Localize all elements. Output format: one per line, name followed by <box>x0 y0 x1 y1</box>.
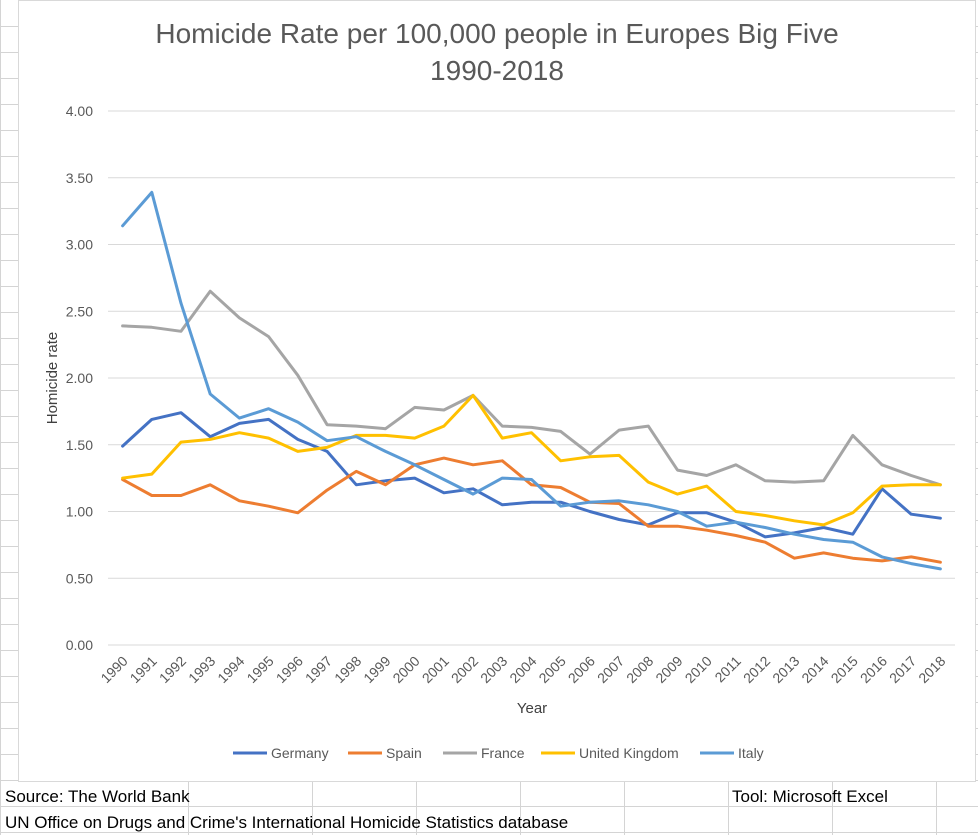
y-tick-label: 4.00 <box>66 103 93 119</box>
x-tick-label: 2002 <box>448 653 481 686</box>
x-tick-label: 2012 <box>740 653 773 686</box>
x-tick-label: 2010 <box>682 653 715 686</box>
legend-item[interactable]: Germany <box>233 745 329 761</box>
x-tick-label: 1998 <box>331 653 364 686</box>
x-tick-label: 2015 <box>828 653 861 686</box>
x-tick-label: 1993 <box>185 653 218 686</box>
x-tick-label: 2003 <box>477 653 510 686</box>
legend-label: Germany <box>271 745 329 761</box>
x-tick-label: 1999 <box>360 653 393 686</box>
x-tick-label: 1995 <box>243 653 276 686</box>
y-axis-label: Homicide rate <box>44 332 61 425</box>
legend-item[interactable]: Spain <box>348 745 422 761</box>
series-line-united-kingdom[interactable] <box>121 393 942 527</box>
y-tick-label: 2.00 <box>66 370 93 386</box>
x-tick-label: 2004 <box>506 653 539 686</box>
series-line-germany[interactable] <box>121 411 942 539</box>
x-tick-label: 2017 <box>886 653 919 686</box>
legend-item[interactable]: France <box>443 745 525 761</box>
y-tick-label: 3.00 <box>66 237 93 253</box>
x-tick-label: 1996 <box>273 653 306 686</box>
legend-item[interactable]: Italy <box>700 745 764 761</box>
x-tick-label: 2006 <box>565 653 598 686</box>
x-axis-label: Year <box>517 700 547 717</box>
y-tick-label: 0.00 <box>66 637 93 653</box>
series-line-italy[interactable] <box>121 190 942 571</box>
source-cell[interactable]: Source: The World Bank <box>5 787 190 806</box>
x-tick-label: 2014 <box>798 653 831 686</box>
x-tick-label: 2009 <box>652 653 685 686</box>
legend-label: France <box>481 745 525 761</box>
y-tick-label: 2.50 <box>66 303 93 319</box>
y-tick-label: 3.50 <box>66 170 93 186</box>
tool-cell[interactable]: Tool: Microsoft Excel <box>732 787 888 806</box>
x-tick-label: 2013 <box>769 653 802 686</box>
legend-label: United Kingdom <box>579 745 679 761</box>
x-tick-label: 2005 <box>535 653 568 686</box>
x-tick-label: 2008 <box>623 653 656 686</box>
x-tick-label: 1997 <box>302 653 335 686</box>
chart-area[interactable] <box>18 0 976 782</box>
series-line-spain[interactable] <box>121 456 942 564</box>
x-tick-label: 1994 <box>214 653 247 686</box>
chart-title: Homicide Rate per 100,000 people in Euro… <box>155 18 839 49</box>
y-tick-label: 1.00 <box>66 504 93 520</box>
line-chart: 0.00 0.50 1.00 1.50 2.00 2.50 3.00 3.50 4.00 199… <box>44 103 955 761</box>
legend-label: Italy <box>738 745 764 761</box>
x-tick-label: 2007 <box>594 653 627 686</box>
x-tick-label: 2011 <box>711 653 744 686</box>
series-line-france[interactable] <box>121 289 942 487</box>
chart-subtitle: 1990-2018 <box>430 55 564 86</box>
x-tick-label: 2016 <box>857 653 890 686</box>
x-tick-label: 2018 <box>915 653 948 686</box>
x-tick-label: 2001 <box>419 653 452 686</box>
legend-item[interactable]: United Kingdom <box>541 745 679 761</box>
database-cell[interactable]: UN Office on Drugs and Crime's Internati… <box>5 813 569 832</box>
y-tick-label: 0.50 <box>66 570 93 586</box>
x-tick-label: 1991 <box>127 653 160 686</box>
x-tick-label: 1992 <box>156 653 189 686</box>
legend-label: Spain <box>386 745 422 761</box>
x-tick-label: 1990 <box>97 653 130 686</box>
y-tick-label: 1.50 <box>66 437 93 453</box>
x-tick-label: 2000 <box>389 653 422 686</box>
